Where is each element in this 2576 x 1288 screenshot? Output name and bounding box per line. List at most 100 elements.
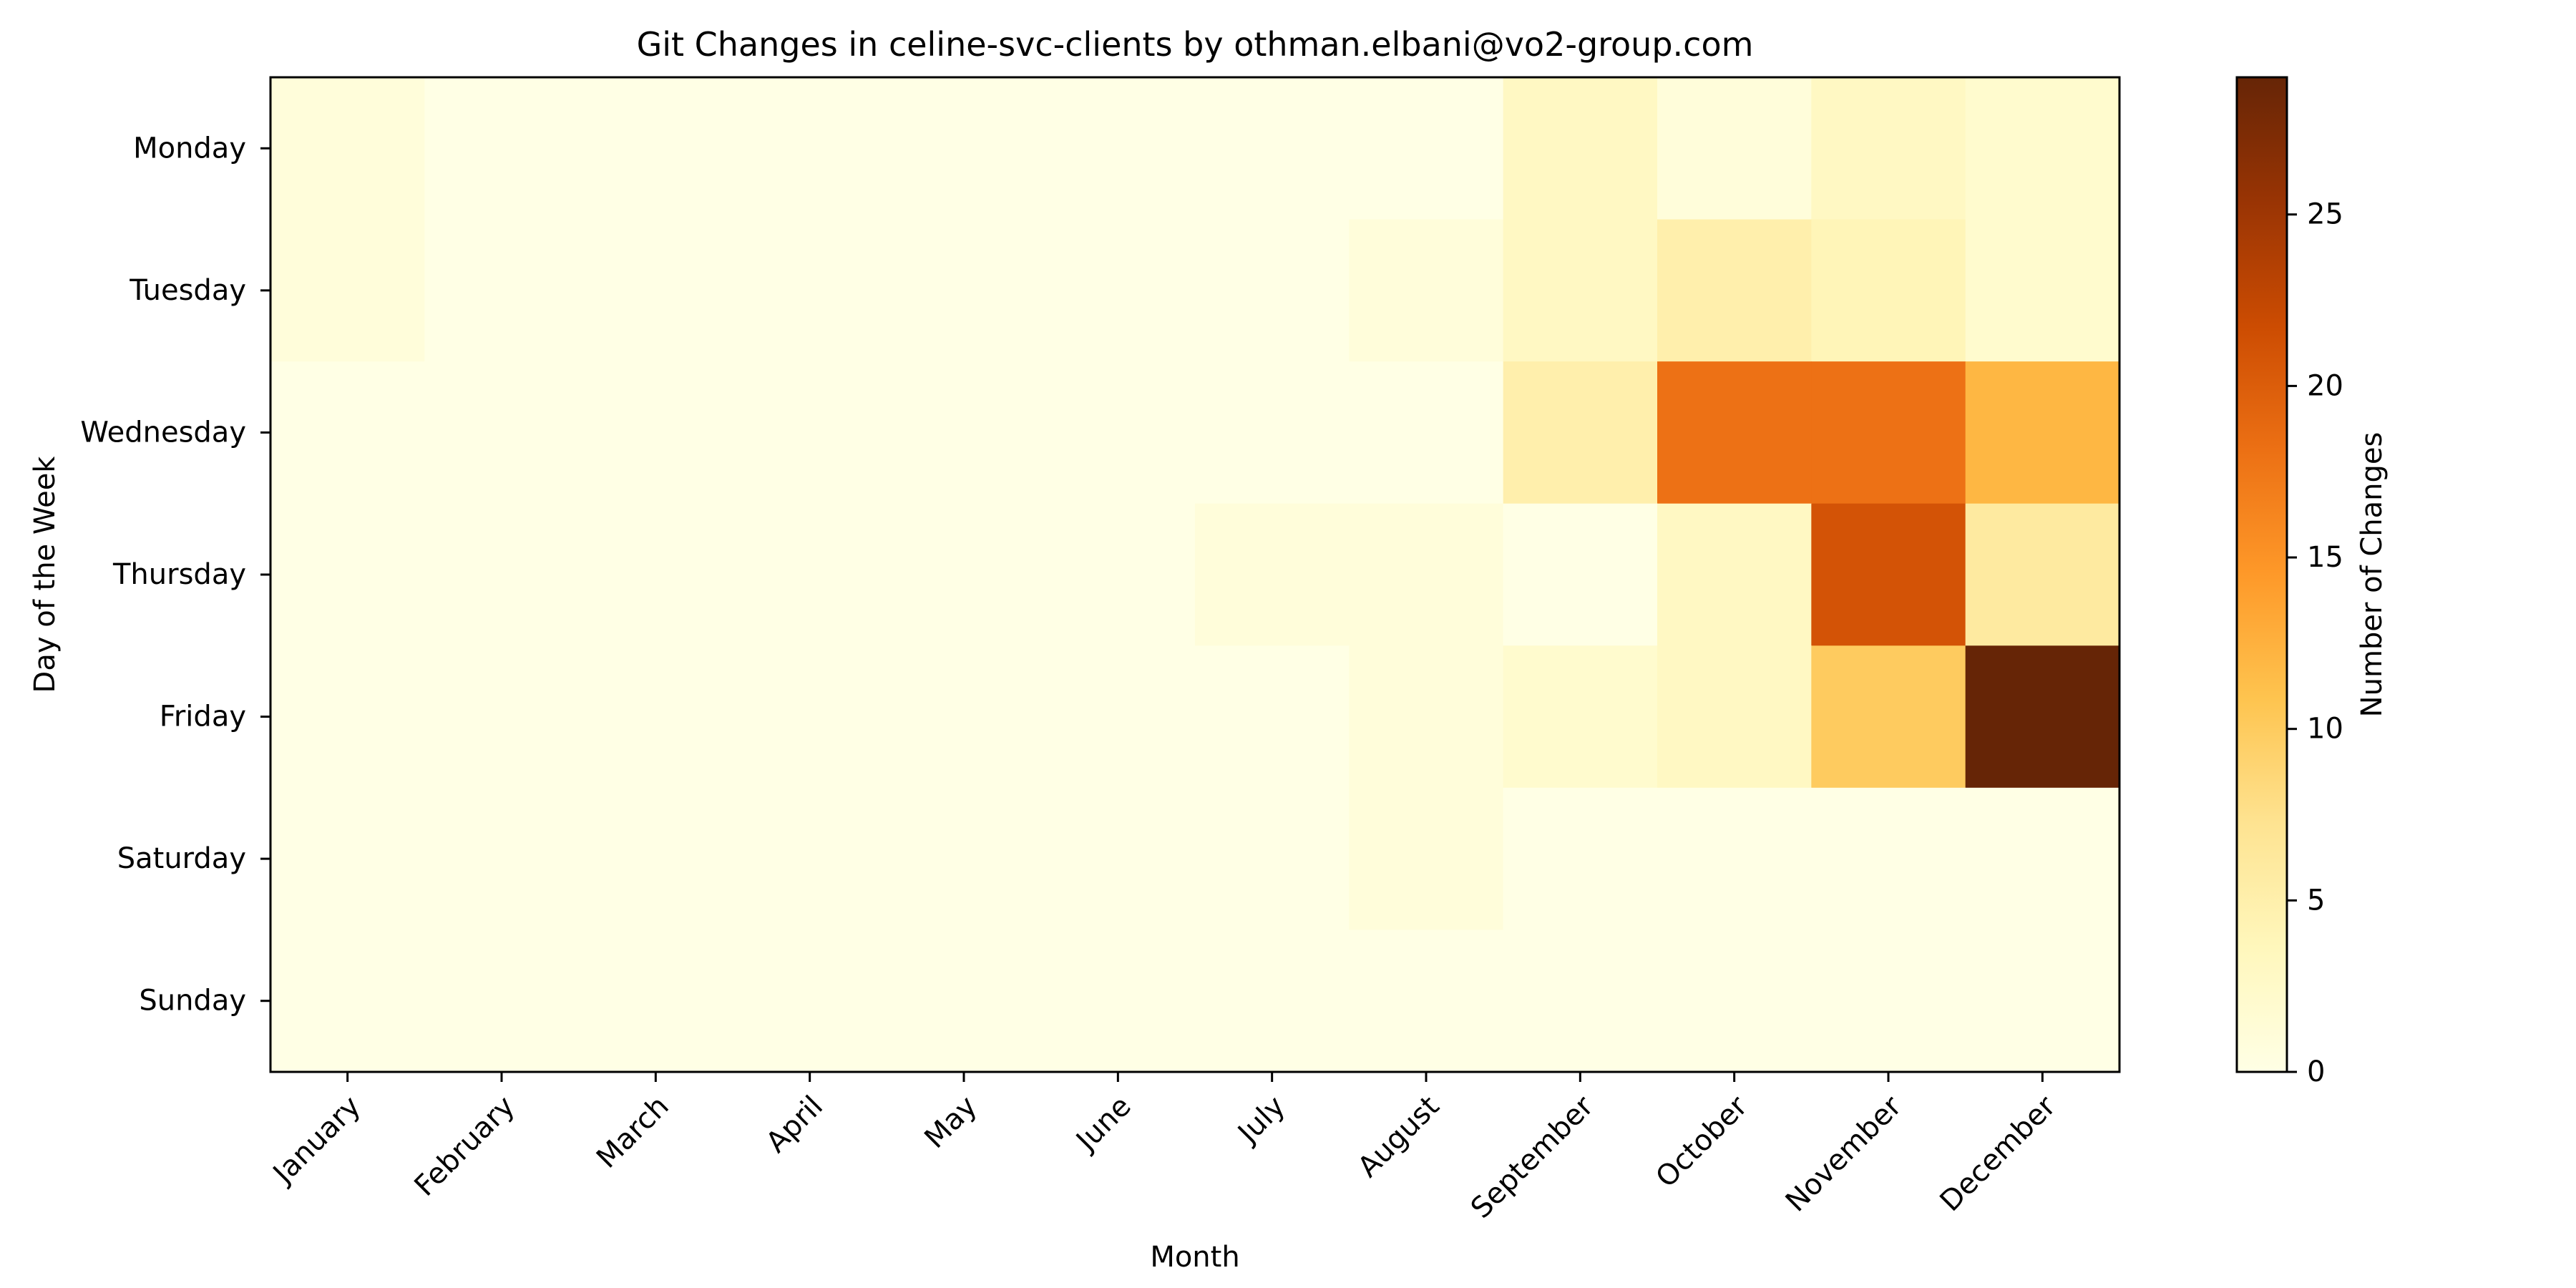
heatmap-cell [578,787,733,931]
x-tick-label: December [1934,1090,2063,1219]
heatmap-cell [424,645,580,789]
heatmap-cell [1965,361,2120,504]
heatmap-cell [1811,361,1966,504]
heatmap-cell [424,361,580,504]
heatmap-cell [887,787,1042,931]
heatmap-cell [1040,361,1196,504]
heatmap-cell [887,930,1042,1073]
heatmap-cell [1349,361,1504,504]
heatmap-cell [733,787,887,931]
colorbar-tick-label: 25 [2307,198,2343,231]
heatmap-cell [1195,787,1350,931]
heatmap-cell [1811,930,1966,1073]
heatmap-cell [1040,219,1196,362]
heatmap-cell [424,787,580,931]
heatmap-cell [1503,503,1658,646]
heatmap-cell [424,930,580,1073]
heatmap-cell [1040,77,1196,220]
heatmap-cell [1503,77,1658,220]
heatmap-cell [1657,645,1812,789]
heatmap-cell [578,645,733,789]
heatmap-cell [1040,787,1196,931]
y-axis-ticks: Monday Tuesday Wednesday Thursday Friday Satu… [80,132,270,1018]
heatmap-cell [733,645,887,789]
heatmap-cell [1811,219,1966,362]
heatmap-cell [1965,219,2120,362]
colorbar-tick-label: 0 [2307,1055,2325,1088]
x-tick-label: August [1352,1090,1446,1184]
heatmap-cell [1965,503,2120,646]
x-axis-ticks: January February March April May June July Augu… [265,1072,2062,1225]
heatmap-cell [1965,930,2120,1073]
x-tick-label: June [1069,1090,1138,1158]
chart-title: Git Changes in celine-svc-clients by oth… [637,25,1754,64]
heatmap-cell [1657,219,1812,362]
colorbar [2235,76,2288,1073]
heatmap-cell [1195,219,1350,362]
x-tick-label: January [265,1090,367,1191]
heatmap-cell [733,219,887,362]
x-tick-label: February [409,1090,522,1203]
heatmap-cell [887,645,1042,789]
heatmap-cell [1503,219,1658,362]
heatmap-cell [1965,787,2120,931]
y-tick-label: Monday [133,132,246,165]
heatmap-cell [1195,645,1350,789]
heatmap-cell [270,503,425,646]
y-tick-label: Wednesday [80,416,246,449]
heatmap-cell [424,219,580,362]
y-tick-label: Tuesday [129,274,246,307]
heatmap-cell [1349,645,1504,789]
heatmap-cell [1965,77,2120,220]
colorbar-tick-label: 20 [2307,369,2343,402]
heatmap-cell [578,361,733,504]
y-tick-label: Thursday [112,558,246,591]
heatmap-cell [270,930,425,1073]
heatmap-cell [1195,361,1350,504]
heatmap-cell [1503,645,1658,789]
heatmap-cell [270,361,425,504]
heatmap-cell [1811,645,1966,789]
heatmap-cell [424,77,580,220]
x-axis-label: Month [1150,1241,1239,1274]
heatmap-cell [1811,503,1966,646]
heatmap-cell [887,503,1042,646]
heatmap-cell [578,77,733,220]
x-tick-label: July [1231,1090,1292,1151]
x-tick-label: May [918,1090,983,1155]
heatmap-cell [1349,930,1504,1073]
heatmap-cell [887,361,1042,504]
heatmap-cell [1040,503,1196,646]
heatmap-cell [1349,787,1504,931]
heatmap-cell [1657,930,1812,1073]
heatmap-cell [1503,930,1658,1073]
x-tick-label: November [1780,1090,1908,1219]
heatmap-cell [270,787,425,931]
heatmap-cell [733,503,887,646]
heatmap-cell [1040,645,1196,789]
colorbar-ticks: 0 5 10 15 20 25 [2287,198,2343,1088]
heatmap-cell [1349,503,1504,646]
heatmap-cell [1349,77,1504,220]
colorbar-tick-label: 15 [2307,541,2343,574]
heatmap-cell [578,219,733,362]
heatmap-cell [733,361,887,504]
heatmap-cell [1503,787,1658,931]
x-tick-label: April [760,1090,829,1159]
heatmap-cells [270,77,2120,1073]
heatmap-cell [887,77,1042,220]
heatmap-cell [1811,787,1966,931]
y-tick-label: Sunday [139,985,246,1018]
heatmap-cell [733,930,887,1073]
x-tick-label: October [1649,1090,1754,1194]
heatmap-cell [1657,503,1812,646]
heatmap-cell [1503,361,1658,504]
heatmap-cell [270,77,425,220]
heatmap-cell [578,503,733,646]
heatmap-cell [1195,930,1350,1073]
heatmap-cell [270,219,425,362]
heatmap-cell [1195,77,1350,220]
heatmap-cell [1195,503,1350,646]
heatmap-cell [1040,930,1196,1073]
